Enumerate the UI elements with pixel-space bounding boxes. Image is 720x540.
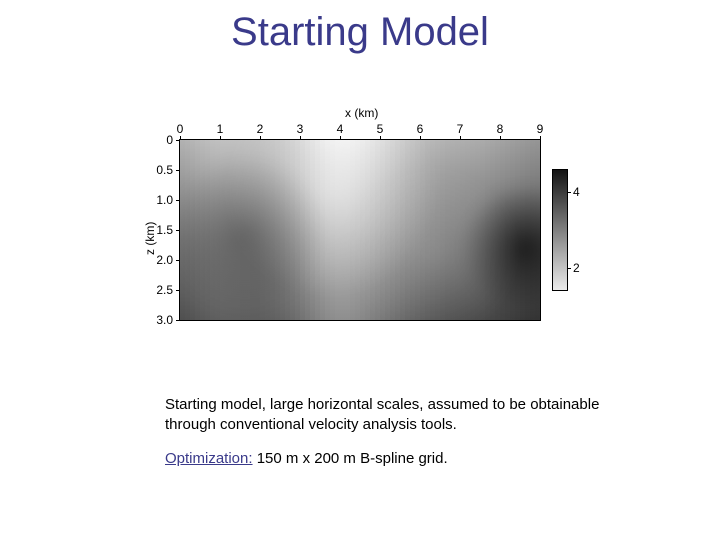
x-tick-mark	[220, 136, 221, 140]
y-tick-mark	[176, 140, 180, 141]
x-tick-label: 6	[410, 122, 430, 136]
x-tick-label: 7	[450, 122, 470, 136]
y-tick-label: 2.0	[143, 253, 173, 267]
slide-title: Starting Model	[0, 10, 720, 55]
velocity-model-chart: x (km) z (km) 012345678900.51.01.52.02.5…	[135, 100, 595, 350]
colorbar-tick-mark	[567, 268, 571, 269]
x-tick-mark	[500, 136, 501, 140]
optimization-rest: 150 m x 200 m B-spline grid.	[253, 450, 448, 467]
heatmap-plot	[180, 140, 540, 320]
x-tick-label: 5	[370, 122, 390, 136]
optimization-lead: Optimization:	[165, 450, 253, 467]
x-tick-mark	[180, 136, 181, 140]
x-tick-mark	[340, 136, 341, 140]
y-tick-mark	[176, 170, 180, 171]
y-tick-mark	[176, 230, 180, 231]
y-tick-label: 1.0	[143, 193, 173, 207]
x-tick-mark	[420, 136, 421, 140]
x-tick-label: 0	[170, 122, 190, 136]
x-tick-label: 3	[290, 122, 310, 136]
y-tick-mark	[176, 290, 180, 291]
x-axis-title: x (km)	[345, 106, 378, 120]
x-tick-mark	[540, 136, 541, 140]
x-tick-label: 1	[210, 122, 230, 136]
colorbar-tick-label: 2	[573, 261, 593, 275]
colorbar-tick-label: 4	[573, 185, 593, 199]
colorbar-tick-mark	[567, 192, 571, 193]
x-tick-label: 4	[330, 122, 350, 136]
x-tick-mark	[460, 136, 461, 140]
x-tick-label: 2	[250, 122, 270, 136]
figure-caption: Starting model, large horizontal scales,…	[165, 395, 605, 436]
y-tick-label: 3.0	[143, 313, 173, 327]
y-tick-mark	[176, 260, 180, 261]
y-tick-mark	[176, 200, 180, 201]
x-tick-label: 8	[490, 122, 510, 136]
y-tick-mark	[176, 320, 180, 321]
y-tick-label: 0.5	[143, 163, 173, 177]
colorbar	[553, 170, 567, 290]
y-tick-label: 2.5	[143, 283, 173, 297]
optimization-note: Optimization: 150 m x 200 m B-spline gri…	[165, 450, 605, 467]
y-tick-label: 0	[143, 133, 173, 147]
x-tick-mark	[380, 136, 381, 140]
y-tick-label: 1.5	[143, 223, 173, 237]
x-tick-label: 9	[530, 122, 550, 136]
x-tick-mark	[300, 136, 301, 140]
x-tick-mark	[260, 136, 261, 140]
